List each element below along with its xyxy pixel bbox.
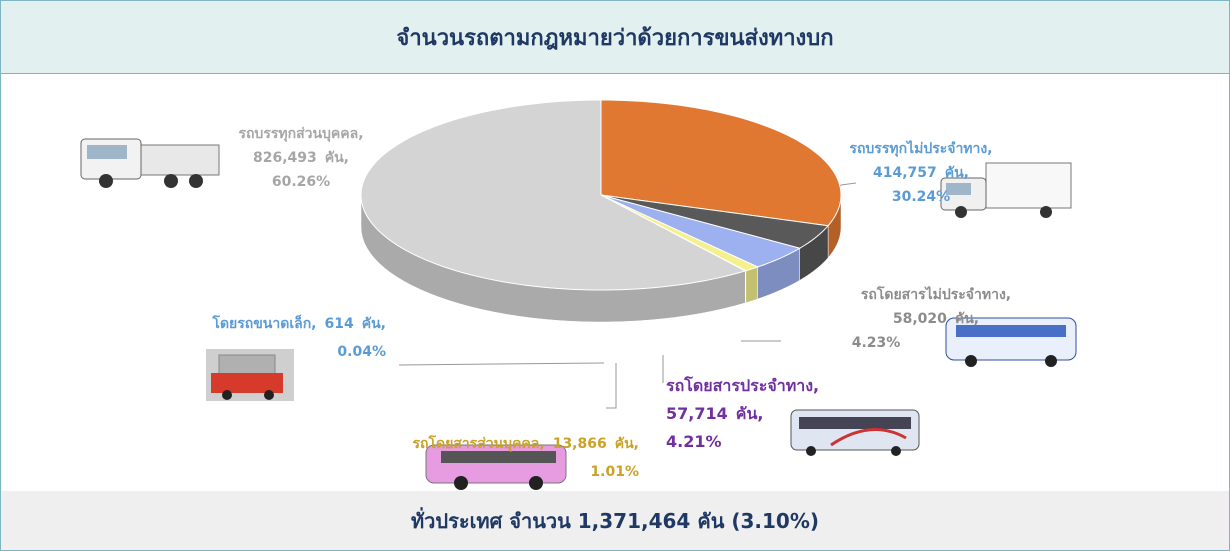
slice-unit: คัน, bbox=[325, 150, 349, 166]
slice-percent: 30.24% bbox=[892, 189, 950, 205]
slice-unit: คัน, bbox=[736, 404, 764, 423]
slice-value: 58,020 bbox=[893, 311, 947, 327]
slice-name: รถบรรทุกส่วนบุคคล, bbox=[238, 126, 363, 142]
slice-percent: 4.21% bbox=[666, 432, 722, 451]
slice-unit: คัน, bbox=[615, 436, 639, 452]
slice-value: 826,493 bbox=[253, 150, 317, 166]
slice-name: โดยรถขนาดเล็ก, bbox=[211, 314, 316, 332]
slice-percent: 0.04% bbox=[337, 344, 386, 360]
slice-value: 614 bbox=[325, 316, 354, 332]
chart-title: จำนวนรถตามกฎหมายว่าด้วยการขนส่งทางบก bbox=[1, 1, 1229, 74]
slice-percent: 1.01% bbox=[590, 464, 639, 480]
slice-percent: 4.23% bbox=[852, 335, 901, 351]
slice-side bbox=[746, 267, 758, 303]
slice-unit: คัน, bbox=[945, 165, 969, 181]
slice-name: รถโดยสารไม่ประจำทาง, bbox=[861, 285, 1011, 303]
slice-value: 57,714 bbox=[666, 404, 728, 423]
footer-total: ทั่วประเทศ จำนวน 1,371,464 คัน (3.10%) bbox=[1, 491, 1229, 550]
slice-name: รถโดยสารส่วนบุคคล, bbox=[412, 434, 544, 452]
slice-name: รถบรรทุกไม่ประจำทาง, bbox=[849, 139, 992, 157]
slice-value-line: 58,020 คัน, bbox=[893, 311, 979, 327]
bus-icon bbox=[791, 410, 919, 456]
slice-unit: คัน, bbox=[955, 311, 979, 327]
slice-name-value: โดยรถขนาดเล็ก, 614 คัน, bbox=[211, 314, 386, 332]
slice-name: รถโดยสารประจำทาง, bbox=[666, 375, 819, 395]
slice-value-line: 826,493 คัน, bbox=[253, 150, 349, 166]
truck-icon bbox=[81, 139, 219, 188]
slice-unit: คัน, bbox=[362, 316, 386, 332]
chart: รถบรรทุกไม่ประจำทาง, 414,757 คัน, 30.24% รถโ… bbox=[1, 73, 1229, 491]
slice-name-value: รถโดยสารส่วนบุคคล, 13,866 คัน, bbox=[412, 434, 639, 452]
slice-value-line: 57,714 คัน, bbox=[666, 404, 763, 423]
pickup-icon bbox=[206, 349, 294, 401]
slice-label: รถบรรทุกส่วนบุคคล, 826,493 คัน, 60.26% bbox=[238, 126, 363, 190]
infographic: จำนวนรถตามกฎหมายว่าด้วยการขนส่งทางบก bbox=[0, 0, 1230, 551]
slice-percent: 60.26% bbox=[272, 174, 330, 190]
slice-value-line: 414,757 คัน, bbox=[873, 165, 969, 181]
slice-value: 13,866 bbox=[553, 436, 607, 452]
slice-value: 414,757 bbox=[873, 165, 937, 181]
